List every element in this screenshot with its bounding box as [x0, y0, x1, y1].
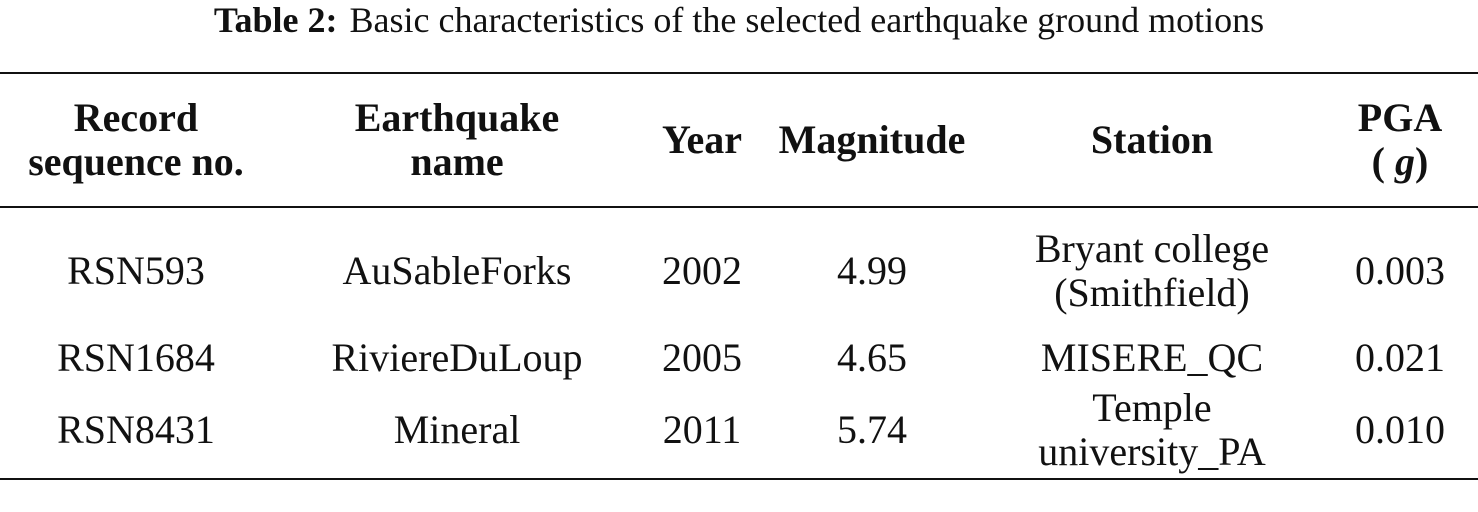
cell-magnitude: 4.99: [837, 248, 907, 293]
header-year: Year: [662, 117, 742, 162]
table-caption: Table 2: Basic characteristics of the sel…: [0, 0, 1478, 44]
cell-earthquake: RiviereDuLoup: [331, 335, 583, 380]
header-magnitude: Magnitude: [778, 117, 966, 162]
header-pga: PGA ( g): [1322, 73, 1478, 207]
cell-pga: 0.021: [1355, 335, 1445, 380]
cell-pga: 0.003: [1355, 248, 1445, 293]
cell-year: 2011: [662, 407, 742, 452]
cell-station: Bryant college (Smithfield): [1034, 226, 1270, 315]
table-row: RSN1684 RiviereDuLoup 2005 4.65 MISERE_Q…: [0, 334, 1478, 382]
cell-station: MISERE_QC: [1040, 335, 1264, 380]
header-earthquake-name: Earthquake name: [354, 95, 560, 184]
header-pga-label: PGA: [1357, 95, 1443, 140]
caption-label: Table 2:: [213, 0, 338, 40]
cell-year: 2005: [662, 335, 742, 380]
cell-pga: 0.010: [1355, 407, 1445, 452]
cell-magnitude: 4.65: [837, 335, 907, 380]
header-row: Record sequence no. Earthquake name Year…: [0, 73, 1478, 207]
cell-record: RSN1684: [57, 335, 215, 380]
cell-record: RSN593: [67, 248, 205, 293]
table-row: RSN8431 Mineral 2011 5.74 Temple univers…: [0, 382, 1478, 479]
earthquake-table: Record sequence no. Earthquake name Year…: [0, 72, 1478, 480]
caption-text: Basic characteristics of the selected ea…: [349, 0, 1265, 40]
header-pga-unit: ( g): [1371, 139, 1429, 184]
cell-year: 2002: [662, 248, 742, 293]
cell-earthquake: AuSableForks: [342, 248, 572, 293]
table-row: RSN593 AuSableForks 2002 4.99 Bryant col…: [0, 207, 1478, 334]
cell-magnitude: 5.74: [837, 407, 907, 452]
header-station: Station: [1090, 117, 1214, 162]
cell-station: Temple university_PA: [1038, 385, 1266, 474]
cell-earthquake: Mineral: [393, 407, 521, 452]
header-record-sequence: Record sequence no.: [28, 95, 244, 184]
cell-record: RSN8431: [57, 407, 215, 452]
